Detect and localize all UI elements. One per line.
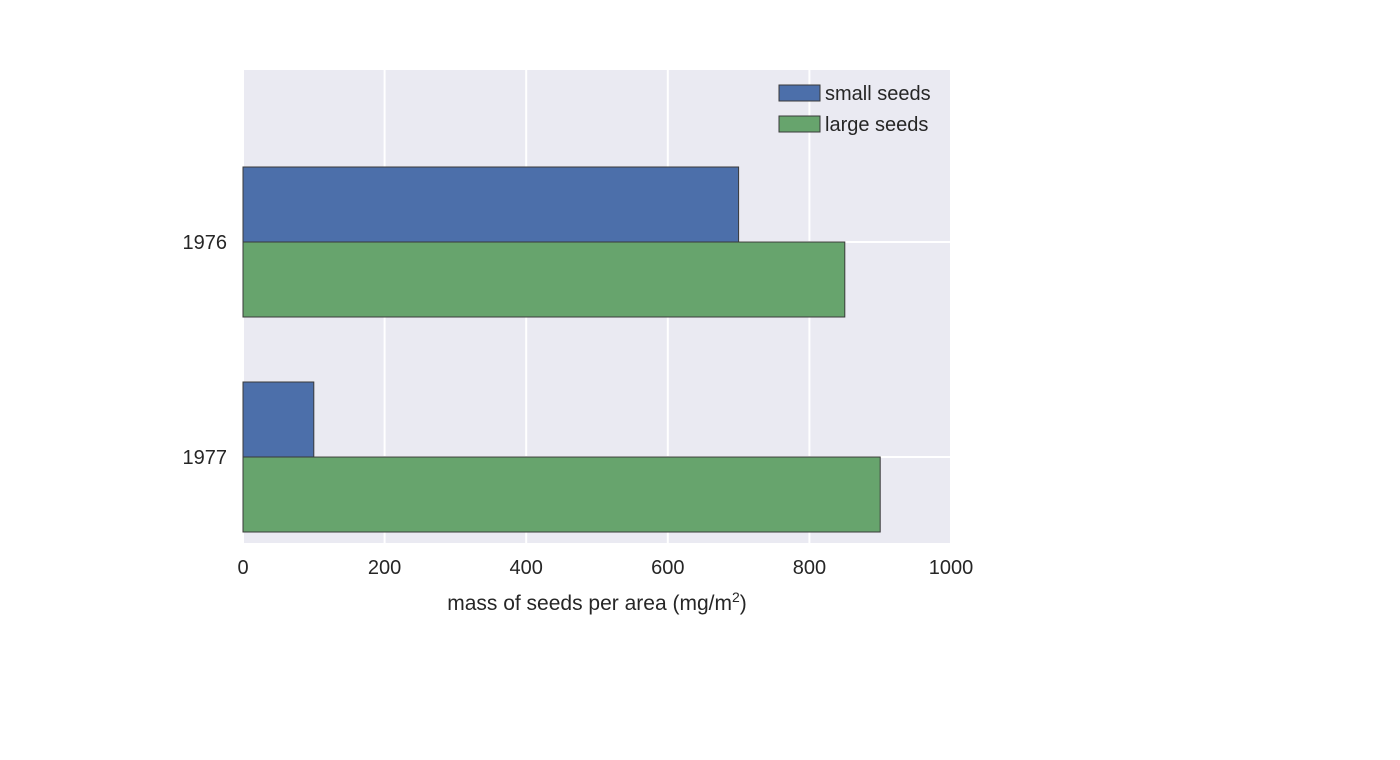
bar-small-seeds-1976 bbox=[242, 166, 740, 243]
x-axis-title-superscript: 2 bbox=[732, 589, 740, 605]
x-tick-label: 600 bbox=[651, 557, 684, 579]
bar-small-seeds-1977 bbox=[242, 381, 315, 458]
x-tick-label: 1000 bbox=[929, 557, 974, 579]
bar-large-seeds-1977 bbox=[242, 456, 881, 533]
x-tick-label: 800 bbox=[793, 557, 826, 579]
x-axis-ticks: 0 200 400 600 800 1000 bbox=[237, 557, 973, 579]
legend-swatch-large-seeds bbox=[778, 115, 821, 133]
x-tick-label: 0 bbox=[237, 557, 248, 579]
x-axis-title: mass of seeds per area (mg/m2) bbox=[447, 589, 747, 615]
legend-label-large-seeds: large seeds bbox=[825, 114, 928, 136]
bars bbox=[242, 166, 881, 533]
legend: small seeds large seeds bbox=[778, 83, 931, 136]
x-tick-label: 200 bbox=[368, 557, 401, 579]
y-axis-ticks: 1976 1977 bbox=[183, 232, 228, 469]
legend-swatch-small-seeds bbox=[778, 84, 821, 102]
bar-large-seeds-1976 bbox=[242, 241, 846, 318]
x-axis-title-suffix: ) bbox=[740, 592, 747, 615]
x-axis-title-main: mass of seeds per area (mg/m bbox=[447, 592, 732, 615]
x-tick-label: 400 bbox=[510, 557, 543, 579]
y-tick-label: 1976 bbox=[183, 232, 228, 254]
y-tick-label: 1977 bbox=[183, 447, 228, 469]
legend-label-small-seeds: small seeds bbox=[825, 83, 931, 105]
